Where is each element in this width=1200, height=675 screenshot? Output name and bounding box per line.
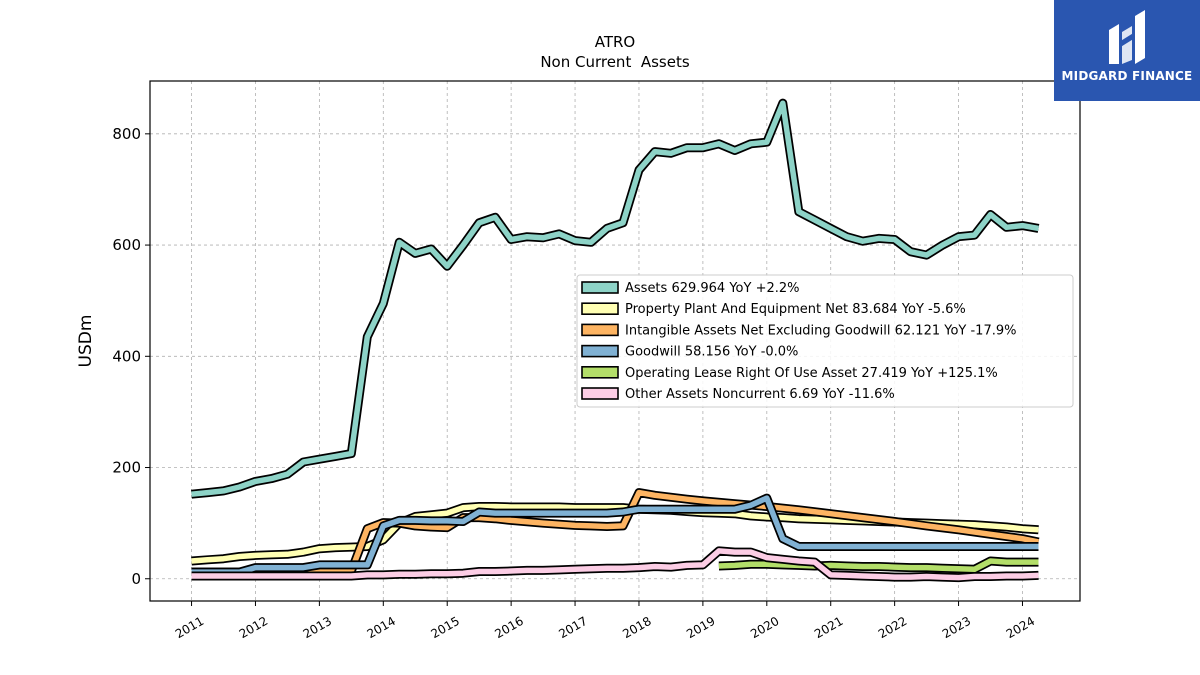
x-tick-label: 2024 — [1004, 614, 1037, 641]
x-tick-label: 2019 — [684, 614, 717, 641]
legend-swatch — [581, 323, 619, 337]
legend-label: Goodwill 58.156 YoY -0.0% — [625, 345, 798, 360]
brand-name: MIDGARD FINANCE — [1061, 69, 1193, 83]
x-tick-label: 2018 — [620, 614, 653, 641]
plot-series — [191, 98, 1040, 583]
legend-label: Property Plant And Equipment Net 83.684 … — [625, 302, 966, 317]
legend-swatch — [581, 344, 619, 358]
series-operating-lease-right-of-use-asset — [718, 556, 1039, 574]
y-tick-label: 600 — [112, 236, 141, 254]
x-tick-label: 2020 — [748, 614, 781, 641]
legend-swatch — [581, 281, 619, 294]
logo-mark-icon — [1109, 10, 1145, 64]
x-tick-label: 2021 — [812, 614, 845, 641]
x-tick-label: 2022 — [876, 614, 909, 641]
x-tick-label: 2017 — [556, 614, 589, 641]
series-line — [191, 495, 1039, 575]
series-line — [191, 548, 1039, 581]
y-axis-label: USDm — [76, 315, 96, 368]
y-tick-label: 800 — [112, 125, 141, 143]
legend-label: Operating Lease Right Of Use Asset 27.41… — [625, 366, 998, 381]
legend-swatch — [581, 387, 619, 400]
x-tick-label: 2012 — [237, 614, 270, 641]
series-line — [191, 489, 1040, 575]
series-assets — [191, 98, 1040, 499]
x-tick-label: 2016 — [492, 614, 525, 641]
series-outline — [191, 493, 1039, 577]
plot-frame — [149, 80, 1081, 602]
y-tick-label: 400 — [112, 347, 141, 365]
legend-label: Other Assets Noncurrent 6.69 YoY -11.6% — [625, 387, 895, 402]
legend: Assets 629.964 YoY +2.2% Property Plant A… — [576, 274, 1074, 408]
legend-label: Assets 629.964 YoY +2.2% — [625, 281, 800, 296]
legend-label: Intangible Assets Net Excluding Goodwill… — [625, 323, 1016, 338]
x-tick-label: 2023 — [940, 614, 973, 641]
series-line — [191, 100, 1039, 497]
series-goodwill — [191, 493, 1039, 577]
x-tick-label: 2011 — [173, 614, 206, 641]
legend-box — [576, 274, 1074, 408]
chart-subtitle: Non Current Assets — [540, 53, 690, 71]
x-tick-label: 2015 — [428, 614, 461, 641]
x-tick-label: 2014 — [365, 614, 398, 641]
series-line — [718, 558, 1039, 573]
y-tick-label: 200 — [112, 459, 141, 477]
brand-logo: MIDGARD FINANCE — [1054, 0, 1200, 101]
legend-swatch — [581, 365, 619, 379]
series-other-assets-noncurrent — [191, 546, 1039, 583]
legend-swatch — [581, 302, 619, 316]
chart-title: ATRO — [595, 33, 636, 51]
y-tick-label: 0 — [131, 570, 141, 588]
x-tick-label: 2013 — [301, 614, 334, 641]
series-intangible-assets-net-excluding-goodwill — [191, 488, 1040, 577]
